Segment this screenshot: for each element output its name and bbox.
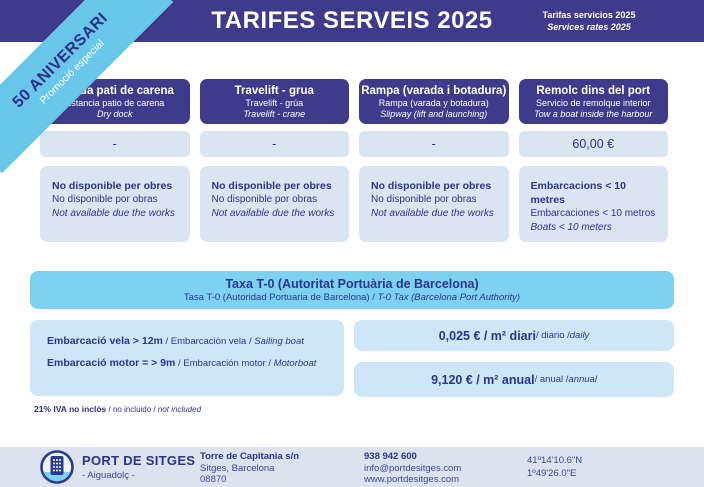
email-address: info@portdesitges.com (364, 462, 462, 474)
service-column-tow: Remolc dins del port Servicio de remolqu… (518, 79, 668, 242)
service-header: Rampa (varada i botadura) Rampa (varada … (359, 79, 509, 124)
service-title-en: Tow a boat inside the harbour (534, 109, 653, 119)
note-en: Not available due the works (211, 208, 335, 219)
tax-banner-subtitle-en: T-0 Tax (Barcelona Port Authority) (377, 292, 521, 303)
service-title-ca: Rampa (varada i botadura) (361, 85, 507, 97)
address-line3: 08870 (200, 474, 227, 485)
motorboat-en: Motorboat (273, 358, 317, 369)
note-ca: No disponible per obres (371, 180, 492, 192)
note-ca: No disponible per obres (211, 180, 332, 192)
service-title-es: Servicio de remolque interior (535, 98, 651, 108)
motorboat-line: Embarcació motor = > 9m / Embarcación mo… (47, 357, 344, 369)
availability-note: No disponible per obres No disponible po… (359, 166, 509, 242)
price-cell: - (199, 131, 349, 157)
boat-categories-cell: Embarcació vela > 12m / Embarcación vela… (30, 320, 344, 396)
service-title-en: Dry dock (96, 109, 133, 119)
motorboat-ca: Embarcació motor = > 9m (47, 357, 176, 369)
note-ca: Embarcacions < 10 metres (530, 180, 626, 206)
address-block: Torre de Capitania s/n Sitges, Barcelona… (200, 451, 299, 486)
daily-rate-value: 0,025 € / m² diari (438, 328, 536, 343)
annual-rate-es: / anual / (534, 374, 569, 385)
service-title-es: Travelift - grúa (245, 98, 304, 108)
service-title-en: Travelift - crane (243, 109, 306, 119)
price-value: 60,00 € (572, 137, 615, 151)
tax-banner-subtitle: Tasa T-0 (Autoridad Portuaria de Barcelo… (30, 292, 674, 304)
service-title-ca: Remolc dins del port (536, 85, 651, 97)
vat-note-es: / no incluido / (106, 405, 158, 414)
brand-block: PORT DE SITGES - Aiguadolç - (82, 453, 195, 481)
service-header: Remolc dins del port Servicio de remolqu… (518, 79, 668, 124)
latitude: 41º14'10.6"N (527, 455, 583, 466)
sailing-boat-es: / Embarcación vela / (162, 336, 255, 347)
service-title-es: Rampa (varada y botadura) (378, 98, 489, 108)
header-subtitle-es: Tarifas servicios 2025 (542, 10, 636, 20)
daily-rate-es: / diario / (535, 330, 570, 341)
annual-rate-value: 9,120 € / m² anual (431, 372, 535, 387)
port-logo-icon (40, 450, 74, 484)
service-title-ca: Travelift - grua (234, 85, 314, 97)
address-line2: Sitges, Barcelona (200, 462, 275, 474)
service-title-es: Estancia patio de carena (65, 98, 165, 108)
service-header: Travelift - grua Travelift - grúa Travel… (199, 79, 349, 124)
availability-note: No disponible per obres No disponible po… (40, 166, 190, 242)
header-subtitle: Tarifas servicios 2025 Services rates 20… (514, 9, 664, 33)
coordinates-block: 41º14'10.6"N 1º49'26.0"E (527, 454, 582, 480)
brand-tagline: - Aiguadolç - (82, 470, 135, 481)
note-es: No disponible por obras (211, 194, 318, 205)
availability-note: Embarcacions < 10 metres Embarcaciones <… (518, 166, 668, 242)
annual-rate-en: annual (568, 374, 597, 385)
note-en: Not available due the works (52, 208, 175, 219)
daily-rate-en: daily (569, 330, 590, 341)
note-es: No disponible por obras (371, 194, 477, 205)
daily-rate-cell: 0,025 € / m² diari / diario / daily (354, 320, 674, 351)
longitude: 1º49'26.0"E (527, 468, 577, 479)
availability-note: No disponible per obres No disponible po… (199, 166, 349, 242)
price-cell: 60,00 € (518, 131, 668, 157)
price-cell: - (359, 131, 509, 157)
price-value: - (112, 137, 117, 151)
website-url: www.portdesitges.com (364, 474, 460, 485)
contact-block: 938 942 600 info@portdesitges.com www.po… (364, 451, 461, 486)
footer-bar: PORT DE SITGES - Aiguadolç - Torre de Ca… (0, 447, 704, 487)
note-en: Boats < 10 meters (530, 222, 612, 233)
services-grid: Estada pati de carena Estancia patio de … (40, 79, 668, 242)
brand-name: PORT DE SITGES (82, 453, 196, 468)
service-column-slipway: Rampa (varada i botadura) Rampa (varada … (359, 79, 509, 242)
sailing-boat-ca: Embarcació vela > 12m (47, 335, 163, 347)
note-es: Embarcaciones < 10 metros (530, 208, 656, 219)
tax-banner: Taxa T-0 (Autoritat Portuària de Barcelo… (30, 271, 674, 309)
phone-number: 938 942 600 (364, 451, 417, 462)
note-ca: No disponible per obres (52, 180, 173, 192)
page-title: TARIFES SERVEIS 2025 (211, 7, 493, 34)
sailing-boat-en: Sailing boat (254, 336, 304, 347)
sailing-boat-line: Embarcació vela > 12m / Embarcación vela… (47, 335, 344, 347)
vat-note-ca: 21% IVA no inclòs (34, 404, 107, 414)
vat-note: 21% IVA no inclòs / no incluido / not in… (34, 404, 201, 414)
tax-banner-title: Taxa T-0 (Autoritat Portuària de Barcelo… (225, 277, 479, 291)
annual-rate-cell: 9,120 € / m² anual / anual / annual (354, 362, 674, 397)
vat-note-en: not included (157, 405, 202, 414)
price-cell: - (40, 131, 190, 157)
motorboat-es: / Embarcación motor / (175, 358, 274, 369)
address-line1: Torre de Capitania s/n (200, 451, 300, 462)
service-column-travelift: Travelift - grua Travelift - grúa Travel… (199, 79, 349, 242)
note-es: No disponible por obras (52, 194, 158, 205)
note-en: Not available due the works (371, 208, 494, 219)
price-value: - (272, 137, 277, 151)
tax-banner-subtitle-es: Tasa T-0 (Autoridad Portuaria de Barcelo… (183, 292, 378, 303)
header-subtitle-en: Services rates 2025 (547, 22, 631, 32)
price-value: - (431, 137, 436, 151)
service-title-en: Slipway (lift and launching) (380, 109, 488, 119)
